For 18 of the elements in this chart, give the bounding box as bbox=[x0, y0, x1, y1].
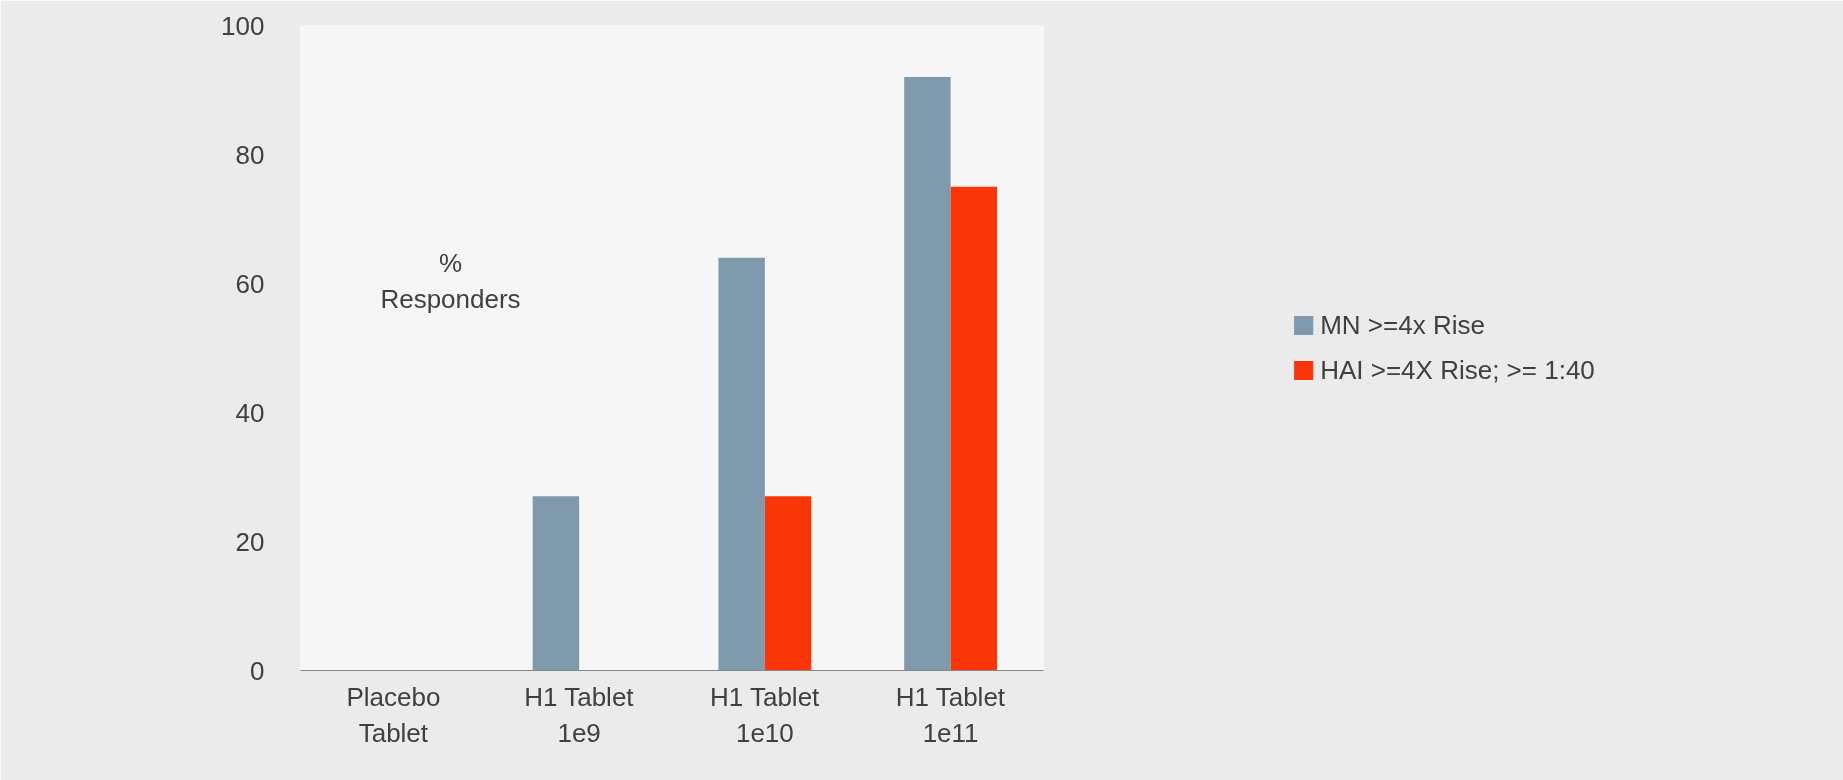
bar bbox=[764, 496, 812, 671]
y-tick-label: 20 bbox=[235, 526, 265, 557]
bar bbox=[904, 77, 951, 671]
x-tick-label: H1 Tablet 1e10 bbox=[709, 681, 821, 748]
y-tick-label: 60 bbox=[235, 268, 265, 299]
bar bbox=[532, 496, 580, 671]
y-tick-label: 80 bbox=[235, 139, 265, 170]
x-tick-label: H1 Tablet 1e9 bbox=[524, 681, 635, 748]
x-tick-label: Placebo Tablet bbox=[346, 681, 441, 748]
bar bbox=[950, 186, 998, 671]
x-tick-label: H1 Tablet 1e11 bbox=[895, 681, 1006, 748]
y-axis-title: % Responders bbox=[380, 247, 521, 314]
y-tick-label: 40 bbox=[235, 397, 265, 428]
y-tick-label: 100 bbox=[221, 10, 265, 41]
y-tick-label: 0 bbox=[250, 655, 265, 686]
bar bbox=[718, 257, 765, 671]
legend-label: MN >=4x Rise bbox=[1320, 309, 1485, 341]
legend-label: HAI >=4X Rise; >= 1:40 bbox=[1320, 354, 1595, 386]
